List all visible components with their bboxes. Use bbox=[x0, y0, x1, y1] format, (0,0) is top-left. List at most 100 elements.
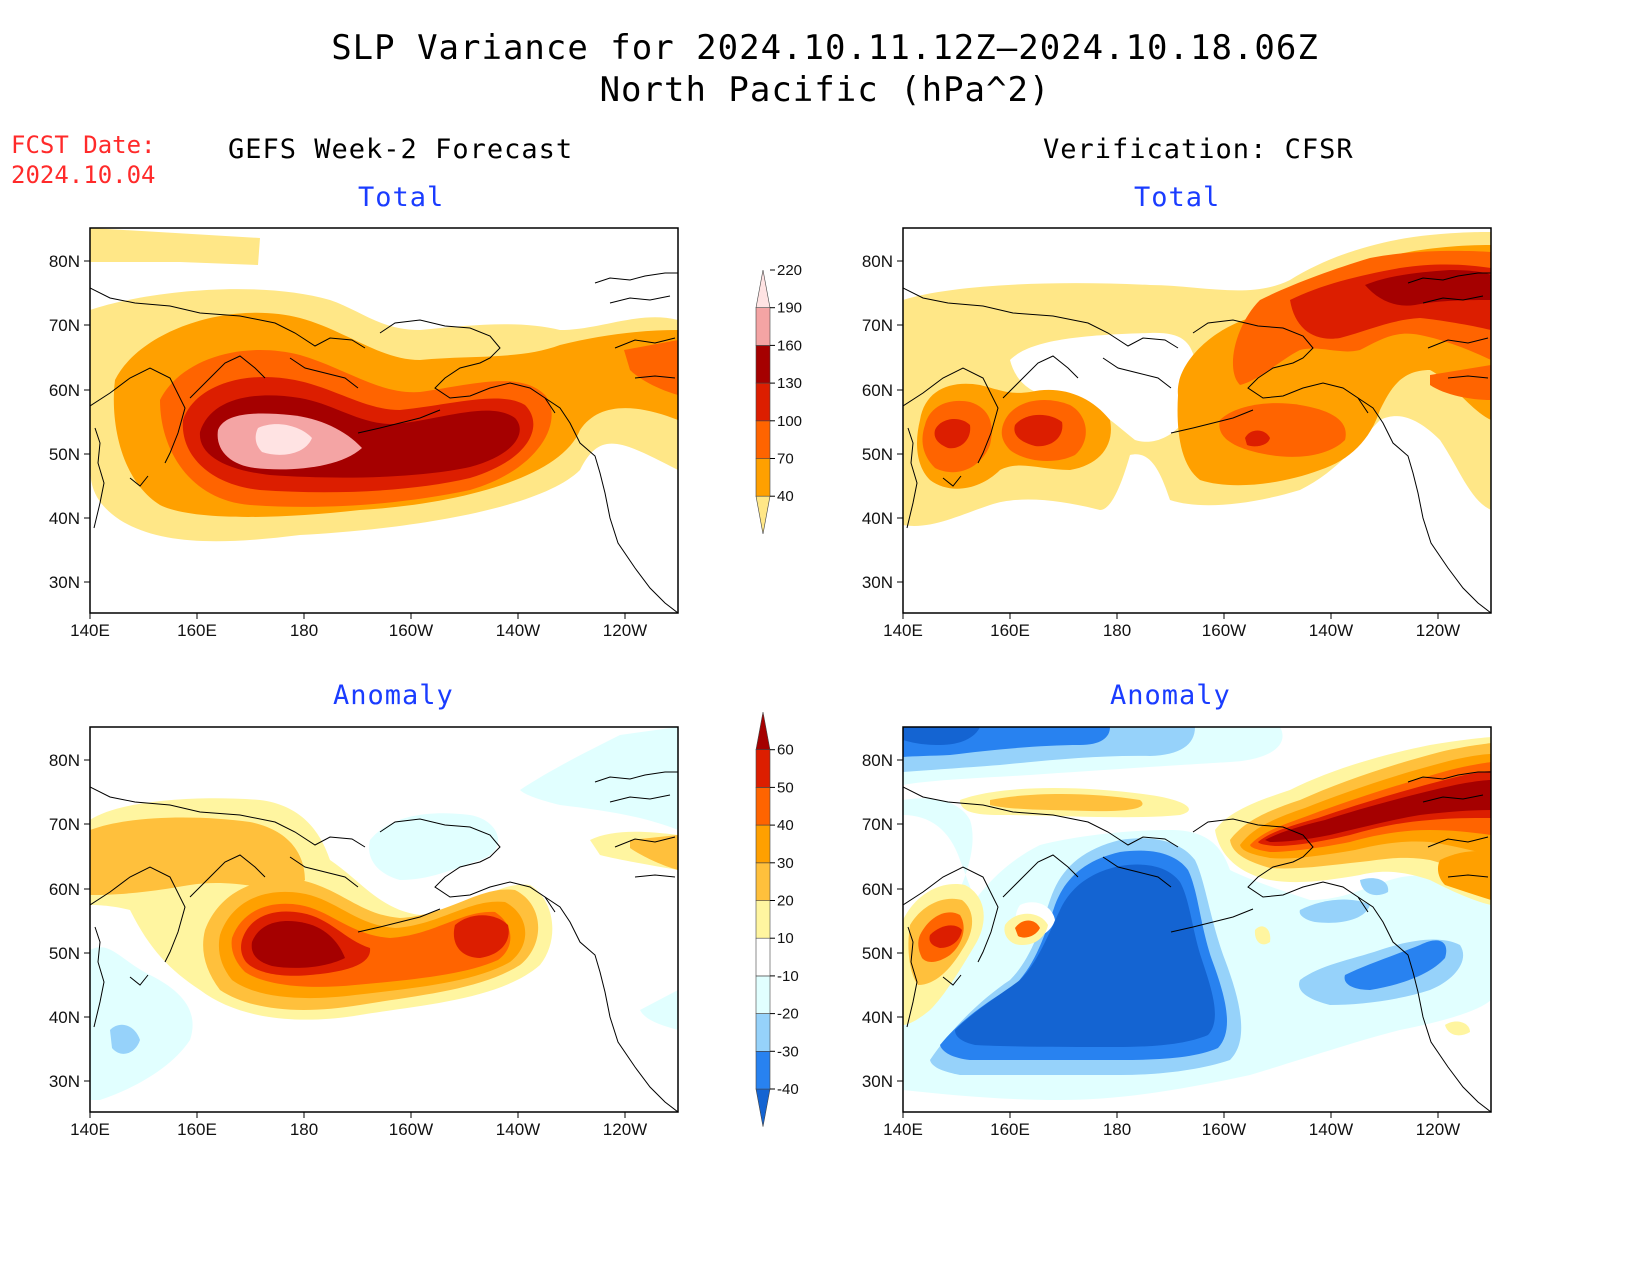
lat-label: 60N bbox=[862, 381, 893, 400]
colorbar-swatch bbox=[755, 420, 771, 459]
colorbar-swatch bbox=[755, 458, 771, 497]
lat-label: 60N bbox=[862, 880, 893, 899]
map-verification-total bbox=[902, 227, 1492, 614]
lat-label: 50N bbox=[862, 445, 893, 464]
lat-label: 80N bbox=[49, 252, 80, 271]
colorbar-total: 40 70 100 130 160 190 220 bbox=[755, 262, 802, 534]
colorbar-label: 30 bbox=[777, 855, 794, 872]
colorbar-label: 130 bbox=[777, 375, 802, 392]
lat-label: 50N bbox=[862, 944, 893, 963]
lat-label: 50N bbox=[49, 445, 80, 464]
lon-label: 140E bbox=[70, 1120, 110, 1139]
map-forecast-anomaly bbox=[89, 726, 679, 1113]
panel-title-forecast-anomaly: Anomaly bbox=[333, 680, 454, 711]
forecast-date-label: FCST Date: bbox=[11, 131, 156, 159]
lat-label: 70N bbox=[49, 815, 80, 834]
lat-label: 30N bbox=[862, 1072, 893, 1091]
lon-label: 140E bbox=[883, 1120, 923, 1139]
map-verification-anomaly bbox=[902, 726, 1492, 1113]
panel-title-verification-total: Total bbox=[1134, 182, 1221, 213]
column-heading-forecast: GEFS Week-2 Forecast bbox=[228, 134, 574, 165]
lat-label: 80N bbox=[862, 252, 893, 271]
colorbar-swatch bbox=[755, 1051, 771, 1090]
lon-label: 140E bbox=[70, 621, 110, 640]
lon-label: 160E bbox=[177, 621, 217, 640]
colorbar-label: 100 bbox=[777, 413, 802, 430]
lon-label: 120W bbox=[1416, 621, 1460, 640]
map-forecast-total bbox=[89, 227, 679, 614]
lat-label: 80N bbox=[862, 751, 893, 770]
lat-label: 60N bbox=[49, 880, 80, 899]
colorbar-swatch bbox=[755, 345, 771, 384]
colorbar-swatch bbox=[755, 307, 771, 346]
colorbar-swatch bbox=[755, 711, 771, 750]
colorbar-swatch bbox=[755, 862, 771, 901]
colorbar-swatch bbox=[755, 382, 771, 422]
lat-label: 40N bbox=[862, 1008, 893, 1027]
lon-label: 160W bbox=[389, 1120, 433, 1139]
lon-label: 140W bbox=[1309, 621, 1353, 640]
lon-label: 140W bbox=[496, 621, 540, 640]
lon-label: 180 bbox=[290, 621, 318, 640]
lon-label: 120W bbox=[603, 621, 647, 640]
lon-label: 120W bbox=[1416, 1120, 1460, 1139]
colorbar-label: -40 bbox=[777, 1081, 799, 1098]
lat-label: 40N bbox=[862, 509, 893, 528]
lon-label: 160W bbox=[1202, 621, 1246, 640]
colorbar-swatch bbox=[755, 749, 771, 788]
colorbar-label: 40 bbox=[777, 488, 794, 505]
colorbar-swatch bbox=[755, 787, 771, 826]
colorbar-label: -20 bbox=[777, 1006, 799, 1023]
lon-label: 180 bbox=[290, 1120, 318, 1139]
panel-title-forecast-total: Total bbox=[358, 182, 445, 213]
lon-label: 160W bbox=[1202, 1120, 1246, 1139]
map-axes: 80N 70N 60N 50N 40N 30N 140E 160E 180 160W 140W 120… bbox=[49, 252, 1460, 1139]
lon-label: 180 bbox=[1103, 621, 1131, 640]
lat-label: 70N bbox=[862, 815, 893, 834]
lon-label: 140W bbox=[496, 1120, 540, 1139]
colorbar-label: 70 bbox=[777, 451, 794, 468]
lon-label: 160E bbox=[990, 1120, 1030, 1139]
lat-label: 80N bbox=[49, 751, 80, 770]
lon-label: 140W bbox=[1309, 1120, 1353, 1139]
colorbar-swatch bbox=[755, 495, 771, 534]
lon-label: 140E bbox=[883, 621, 923, 640]
colorbar-label: 190 bbox=[777, 300, 802, 317]
colorbar-swatch bbox=[755, 975, 771, 1014]
colorbar-swatch bbox=[755, 937, 771, 977]
colorbar-label: 20 bbox=[777, 893, 794, 910]
panel-title-verification-anomaly: Anomaly bbox=[1110, 680, 1231, 711]
lat-label: 50N bbox=[49, 944, 80, 963]
lon-label: 120W bbox=[603, 1120, 647, 1139]
colorbar-label: 50 bbox=[777, 779, 794, 796]
lat-label: 30N bbox=[49, 1072, 80, 1091]
lon-label: 160E bbox=[177, 1120, 217, 1139]
lat-label: 40N bbox=[49, 1008, 80, 1027]
column-heading-verification: Verification: CFSR bbox=[1043, 134, 1354, 165]
forecast-date-value: 2024.10.04 bbox=[11, 161, 156, 189]
colorbar-label: 10 bbox=[777, 930, 794, 947]
colorbar-swatch bbox=[755, 1013, 771, 1052]
lat-label: 60N bbox=[49, 381, 80, 400]
lat-label: 30N bbox=[49, 573, 80, 592]
colorbar-label: 40 bbox=[777, 817, 794, 834]
colorbar-swatch bbox=[755, 824, 771, 864]
lat-label: 70N bbox=[862, 316, 893, 335]
lat-label: 30N bbox=[862, 573, 893, 592]
colorbar-label: -10 bbox=[777, 968, 799, 985]
lon-label: 160E bbox=[990, 621, 1030, 640]
colorbar-label: -30 bbox=[777, 1043, 799, 1060]
colorbar-anomaly: -40 -30 -20 -10 10 20 30 40 50 60 bbox=[755, 711, 799, 1127]
colorbar-label: 60 bbox=[777, 742, 794, 759]
colorbar-label: 220 bbox=[777, 262, 802, 279]
lat-label: 40N bbox=[49, 509, 80, 528]
main-title: SLP Variance for 2024.10.11.12Z–2024.10.… bbox=[331, 28, 1319, 68]
lat-label: 70N bbox=[49, 316, 80, 335]
lon-label: 160W bbox=[389, 621, 433, 640]
lon-label: 180 bbox=[1103, 1120, 1131, 1139]
colorbar-swatch bbox=[755, 269, 771, 308]
main-subtitle: North Pacific (hPa^2) bbox=[599, 70, 1051, 110]
colorbar-label: 160 bbox=[777, 337, 802, 354]
colorbar-swatch bbox=[755, 1088, 771, 1127]
